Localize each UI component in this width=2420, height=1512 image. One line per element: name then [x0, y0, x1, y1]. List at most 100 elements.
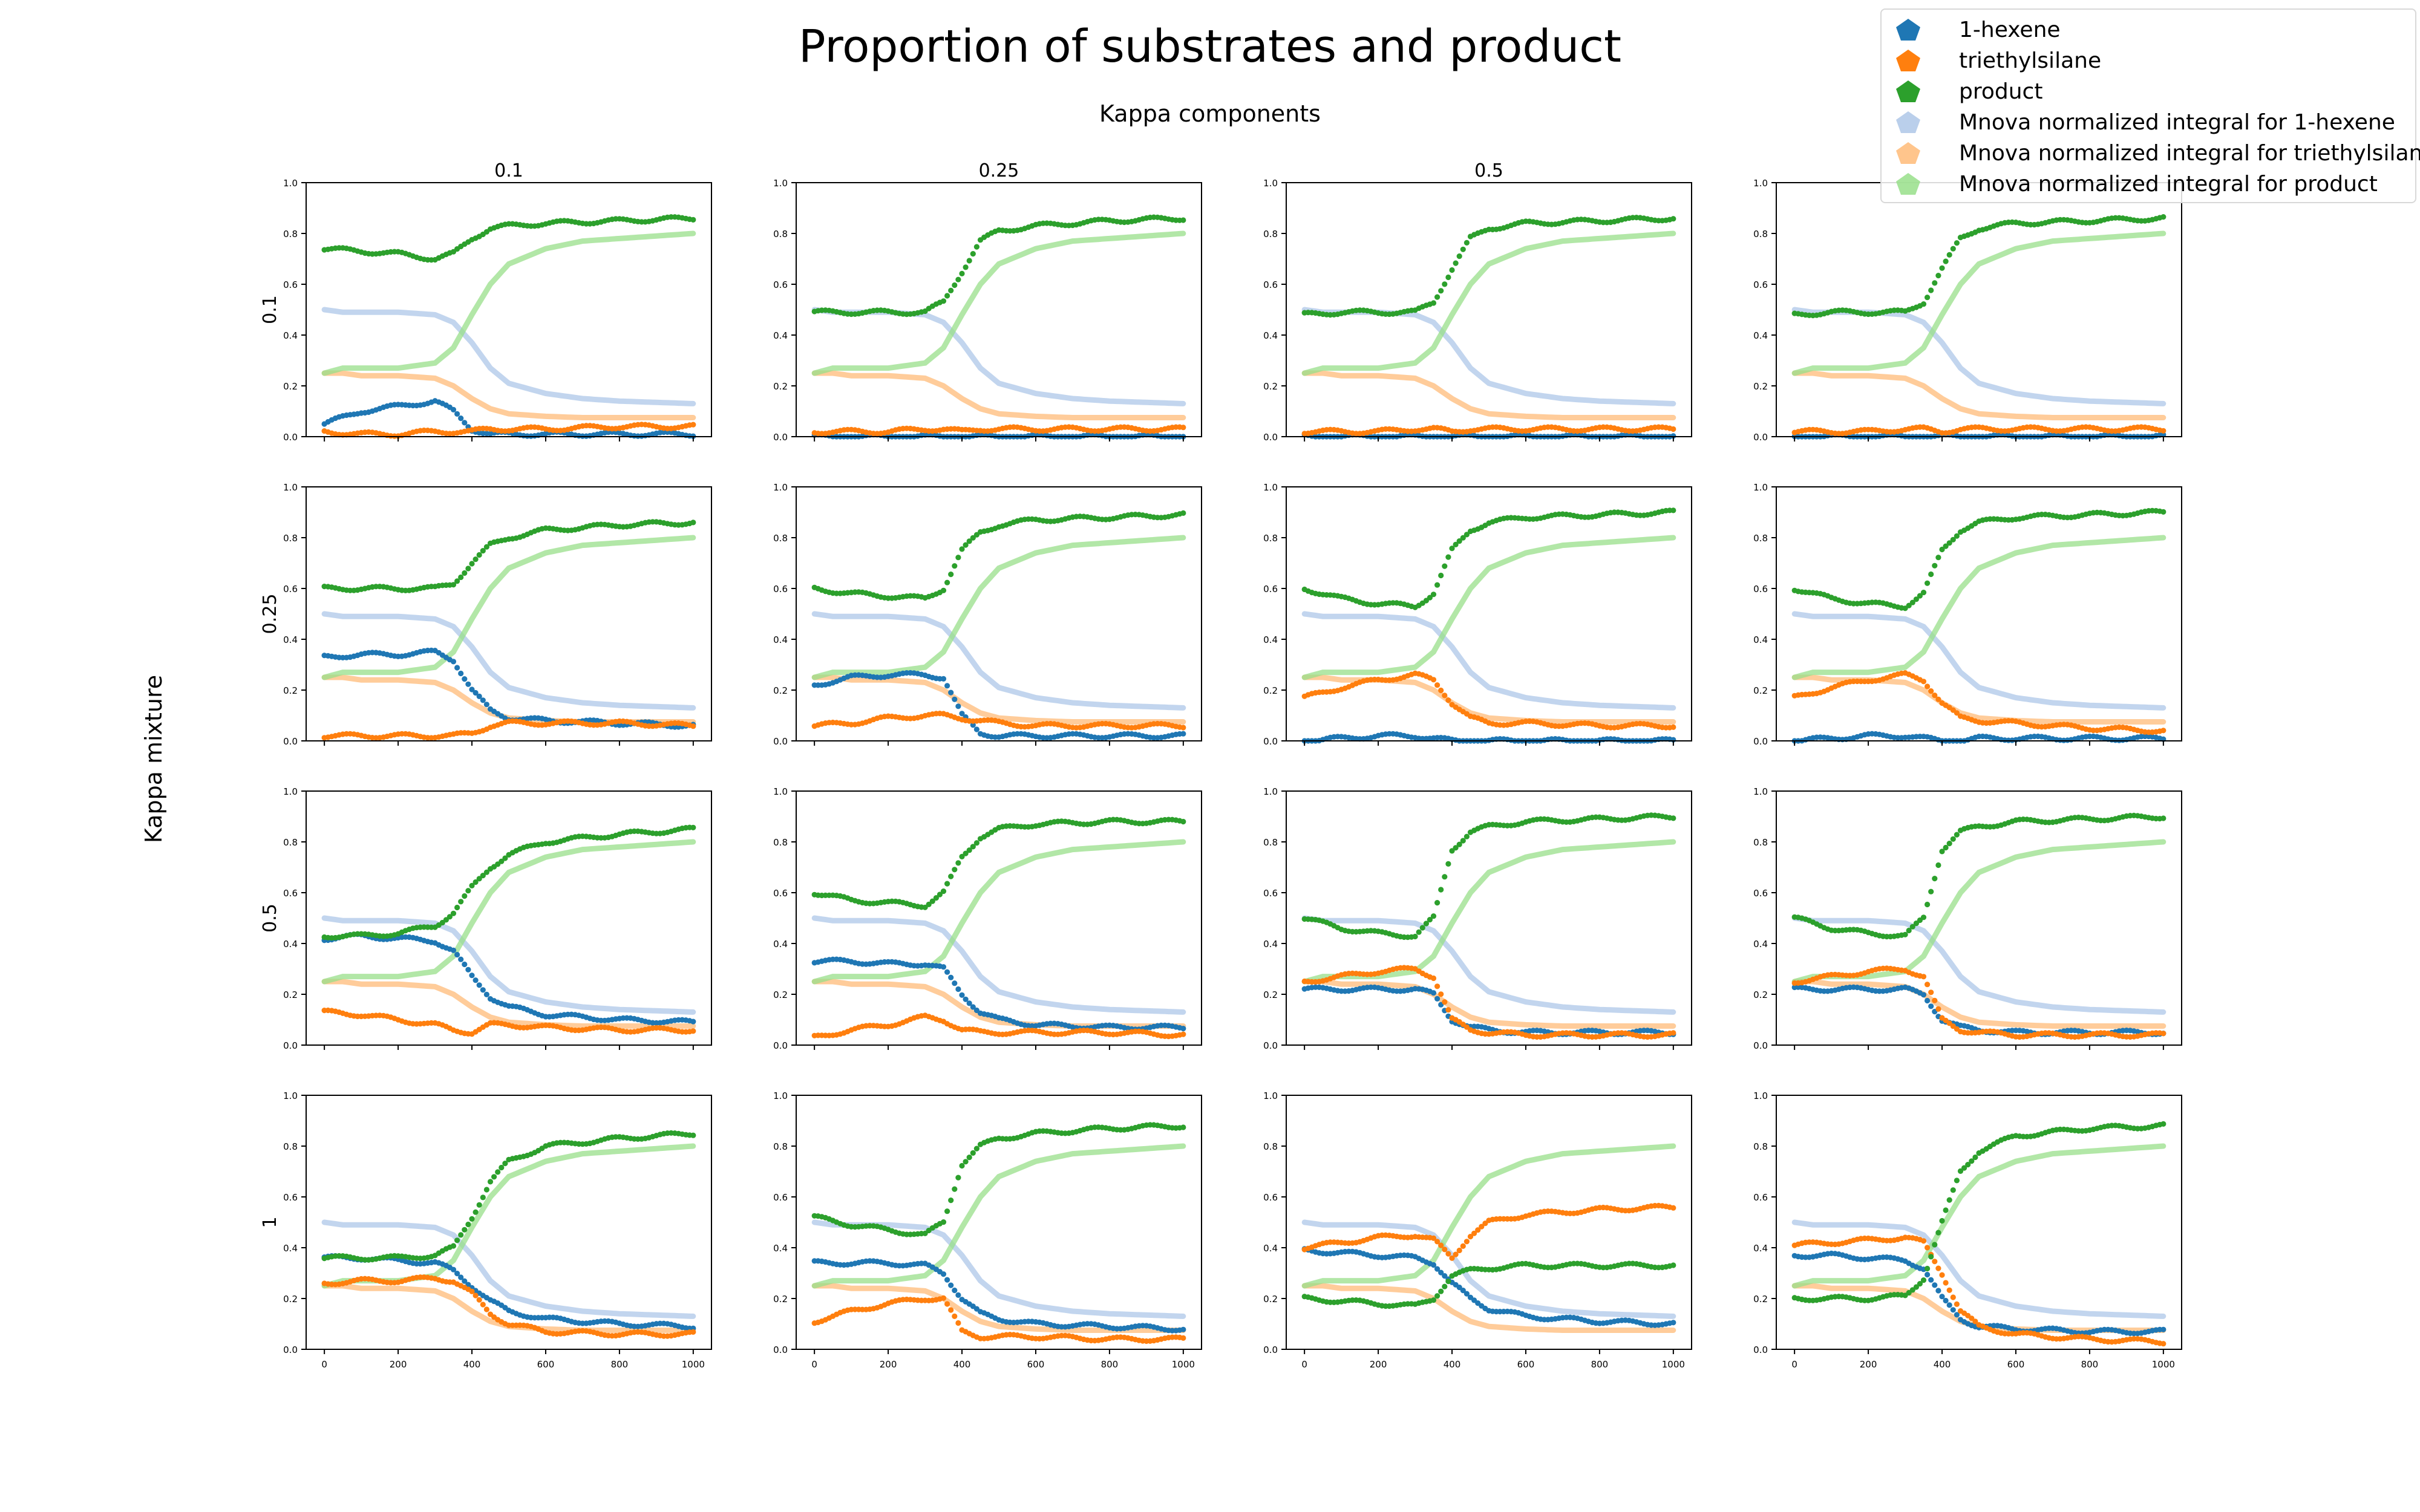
- data-point-1-hexene: [1434, 996, 1441, 1002]
- reference-curve-1-hexene: [1791, 1219, 2167, 1319]
- data-point-triethylsilane: [690, 1329, 696, 1335]
- x-tick-label: 800: [1591, 1359, 1609, 1370]
- data-point-product: [499, 1164, 505, 1171]
- y-tick-label: 0.4: [1263, 634, 1278, 645]
- data-point-triethylsilane: [1928, 989, 1934, 996]
- data-point-triethylsilane: [1925, 683, 1931, 689]
- data-point-product: [2160, 214, 2167, 220]
- data-point-product: [1430, 1297, 1437, 1303]
- data-point-1-hexene: [959, 711, 965, 717]
- y-tick-label: 0.0: [773, 1344, 788, 1355]
- y-tick-label: 1.0: [283, 1090, 298, 1101]
- data-point-1-hexene: [966, 1000, 972, 1006]
- data-point-product: [483, 1187, 490, 1193]
- data-point-product: [1935, 273, 1941, 279]
- x-tick-label: 0: [321, 1359, 327, 1370]
- data-point-triethylsilane: [955, 1320, 961, 1326]
- data-point-triethylsilane: [1932, 997, 1938, 1003]
- y-tick-label: 0.0: [283, 1040, 298, 1051]
- data-point-product: [952, 1186, 958, 1192]
- subplot-panel: 0.00.20.40.60.81.00 200 400 600 800 1000: [1263, 1090, 1692, 1370]
- data-point-triethylsilane: [940, 1295, 947, 1301]
- y-tick-label: 0.4: [773, 1243, 788, 1254]
- data-point-product: [2160, 815, 2167, 821]
- data-point-product: [1463, 532, 1470, 538]
- data-point-triethylsilane: [1445, 697, 1451, 703]
- data-point-1-hexene: [454, 951, 460, 958]
- data-point-product: [483, 869, 490, 875]
- data-point-triethylsilane: [1467, 1234, 1474, 1240]
- data-point-1-hexene: [952, 980, 958, 986]
- data-point-product: [966, 258, 972, 264]
- data-point-product: [1460, 838, 1466, 844]
- data-point-product: [502, 1161, 508, 1167]
- data-point-product: [955, 276, 961, 282]
- y-tick-label: 0.0: [283, 432, 298, 443]
- subplot-frame: [1286, 182, 1692, 437]
- data-point-triethylsilane: [1442, 1246, 1448, 1253]
- data-point-product: [1950, 536, 1956, 543]
- data-point-1-hexene: [462, 961, 468, 968]
- data-point-product: [690, 217, 696, 223]
- data-point-product: [937, 891, 943, 898]
- data-point-product: [1946, 841, 1952, 847]
- data-point-product: [963, 264, 969, 270]
- data-point-1-hexene: [955, 986, 961, 992]
- subplot-frame: [796, 790, 1202, 1046]
- data-point-product: [443, 917, 450, 923]
- data-point-product: [690, 1132, 696, 1138]
- data-point-1-hexene: [690, 1018, 696, 1025]
- data-point-product: [1935, 862, 1941, 868]
- data-point-product: [1920, 914, 1927, 921]
- y-tick-label: 0.4: [1263, 1243, 1278, 1254]
- y-tick-label: 0.6: [283, 888, 298, 899]
- data-point-product: [959, 1162, 965, 1169]
- data-point-product: [495, 1169, 501, 1175]
- subplot-panel: 0.00.20.40.60.81.0: [773, 178, 1202, 443]
- x-tick-label: 200: [1370, 1359, 1387, 1370]
- y-tick-label: 0.6: [283, 1192, 298, 1203]
- data-point-product: [948, 1198, 954, 1204]
- data-point-product: [465, 888, 471, 894]
- x-tick-label: 1000: [1172, 1359, 1195, 1370]
- data-point-triethylsilane: [1460, 1243, 1466, 1249]
- data-point-1-hexene: [952, 1287, 958, 1294]
- data-point-triethylsilane: [1935, 1006, 1941, 1012]
- reference-curve-1-hexene: [321, 611, 696, 711]
- y-tick-label: 0.4: [283, 1243, 298, 1254]
- data-point-1-hexene: [959, 992, 965, 998]
- y-tick-label: 0.0: [1753, 736, 1768, 747]
- data-point-product: [1950, 246, 1956, 252]
- data-point-product: [1460, 246, 1466, 252]
- data-point-1-hexene: [1670, 433, 1676, 439]
- y-tick-label: 0.2: [773, 685, 788, 696]
- subplot-frame: [1286, 790, 1692, 1046]
- data-point-product: [1943, 258, 1949, 264]
- reference-curve-product: [811, 1143, 1186, 1289]
- data-point-triethylsilane: [1438, 991, 1444, 997]
- data-point-product: [473, 556, 479, 562]
- data-point-product: [1925, 580, 1931, 586]
- data-point-product: [963, 1159, 969, 1165]
- data-point-1-hexene: [1946, 1302, 1952, 1308]
- data-point-product: [1180, 1124, 1186, 1130]
- reference-curve-product: [1791, 535, 2167, 680]
- y-tick-label: 0.6: [773, 279, 788, 290]
- subplot-panel: 0.00.20.40.60.81.0: [283, 178, 712, 443]
- data-point-product: [940, 888, 947, 894]
- y-tick-label: 0.2: [1263, 685, 1278, 696]
- y-tick-label: 0.0: [1263, 432, 1278, 443]
- data-point-product: [1180, 217, 1186, 223]
- data-point-1-hexene: [948, 1282, 954, 1288]
- data-point-product: [944, 293, 950, 299]
- data-point-triethylsilane: [952, 1313, 958, 1319]
- subplot-panel: 0.00.20.40.60.81.00 200 400 600 800 1000: [773, 1090, 1202, 1370]
- data-point-product: [1928, 888, 1934, 894]
- data-point-product: [458, 1232, 464, 1238]
- x-tick-label: 600: [1027, 1359, 1045, 1370]
- y-tick-label: 0.6: [773, 584, 788, 595]
- data-point-product: [963, 850, 969, 856]
- reference-curve-product: [1791, 230, 2167, 376]
- data-point-1-hexene: [940, 676, 947, 682]
- reference-curve-triethylsilane: [321, 370, 696, 420]
